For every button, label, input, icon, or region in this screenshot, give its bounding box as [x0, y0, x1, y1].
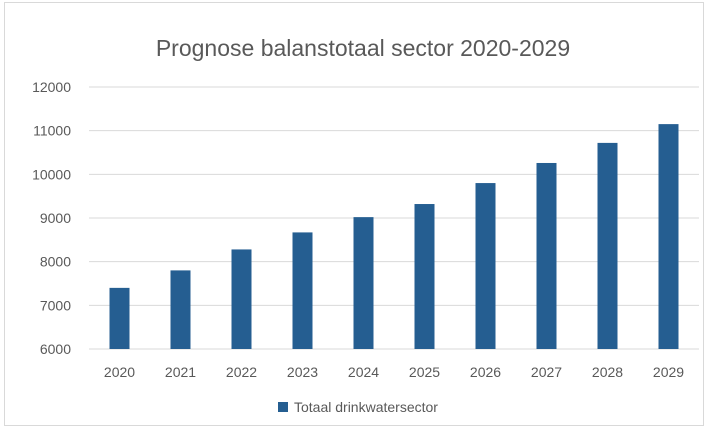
- chart-area: Prognose balanstotaal sector 2020-2029 6…: [4, 2, 704, 426]
- x-tick-label: 2024: [348, 364, 379, 380]
- bars: [109, 124, 679, 349]
- bar: [109, 287, 130, 349]
- bar: [536, 162, 557, 349]
- gridlines: [89, 86, 699, 350]
- bar: [170, 270, 191, 349]
- y-tick-label: 11000: [33, 123, 71, 139]
- legend: Totaal drinkwatersector: [278, 399, 438, 415]
- bar: [231, 249, 252, 349]
- y-tick-label: 7000: [40, 297, 71, 313]
- x-tick-label: 2025: [409, 364, 440, 380]
- bar: [475, 183, 496, 349]
- bar: [292, 232, 313, 349]
- x-tick-label: 2022: [226, 364, 257, 380]
- y-tick-label: 9000: [40, 210, 71, 226]
- x-tick-label: 2027: [531, 364, 562, 380]
- legend-label: Totaal drinkwatersector: [294, 399, 438, 415]
- chart-title: Prognose balanstotaal sector 2020-2029: [156, 35, 570, 61]
- x-tick-label: 2021: [165, 364, 196, 380]
- legend-swatch: [278, 402, 288, 412]
- x-tick-label: 2020: [104, 364, 135, 380]
- bar: [658, 124, 679, 349]
- bar: [597, 142, 618, 349]
- y-tick-label: 6000: [40, 341, 71, 357]
- x-tick-label: 2023: [287, 364, 318, 380]
- x-tick-label: 2028: [592, 364, 623, 380]
- bar-chart: Prognose balanstotaal sector 2020-2029 6…: [32, 35, 699, 415]
- y-tick-label: 8000: [40, 254, 71, 270]
- y-axis-tick-labels: 6000 7000 8000 9000 10000 11000 12000: [32, 79, 71, 357]
- bar: [414, 204, 435, 349]
- y-tick-label: 10000: [32, 166, 71, 182]
- x-axis-tick-labels: 2020 2021 2022 2023 2024 2025 2026 2027 2028 2029: [104, 364, 684, 380]
- y-tick-label: 12000: [32, 79, 71, 95]
- x-tick-label: 2026: [470, 364, 501, 380]
- bar: [353, 217, 374, 349]
- x-tick-label: 2029: [653, 364, 684, 380]
